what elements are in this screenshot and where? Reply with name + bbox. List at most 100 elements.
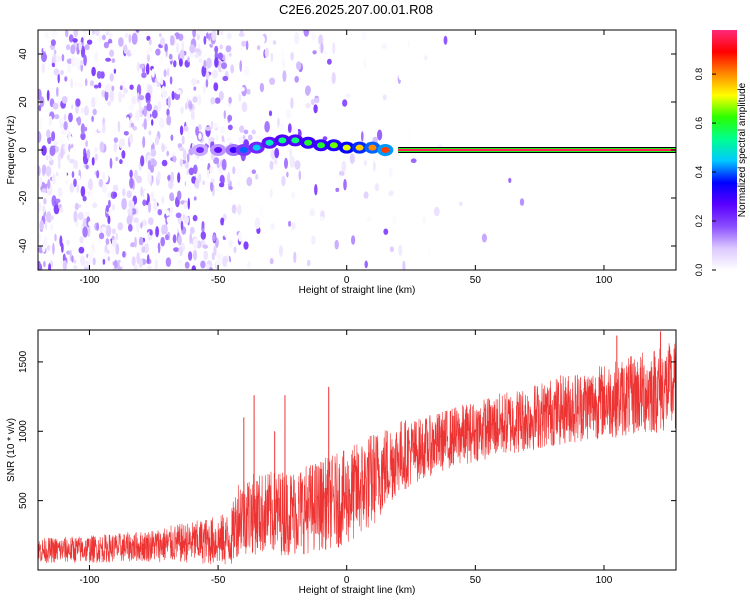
spectrogram-cell [49,145,56,157]
spectrogram-cell [147,265,152,270]
spectrogram-cell [200,231,206,240]
spectrogram-cell [91,115,94,123]
spectrogram-cell [129,169,133,178]
spectrogram-cell [239,125,245,133]
spectrogram-cell [53,49,57,55]
spectrogram-cell [120,138,125,147]
spectrogram-cell [200,260,206,269]
spectrogram-cell [104,84,111,93]
snr-line [38,343,676,565]
spectrogram-cell [209,81,213,90]
spectrogram-cell [240,30,244,36]
spectrogram-cell [51,131,56,142]
spectrogram-cell [139,205,144,210]
spectrogram-cell [287,123,292,134]
spectrogram-cell [105,57,111,62]
spectrogram-cell [279,245,283,257]
spectrogram-cell [239,60,242,72]
spectrogram-cell [372,70,377,77]
spectrogram-cell [166,150,170,157]
spectrogram-x-axis: -100 -50 0 50 100 [79,30,613,286]
spectrogram-cell [122,93,125,98]
spectrogram-cell [146,35,151,41]
spectrogram-cell [170,171,174,184]
spectrogram-cell [179,49,185,61]
spectrogram-cell [55,198,61,203]
spectrogram-cell [342,99,348,107]
spectrogram-cell [202,244,208,249]
spectrogram-cell [42,164,47,175]
spectrogram-cell [129,133,134,144]
spectrogram-cell [220,125,225,134]
spectrogram-cell [225,45,232,53]
spectrogram-cell [42,131,45,141]
spectrogram-cell [216,103,219,108]
spectrogram-cell [388,190,394,197]
spectrogram-cell [382,94,387,101]
spectrogram-cell [254,217,261,230]
spectrogram-cell [223,219,230,229]
spectrogram-cell [135,109,140,121]
spectrogram-cell [83,54,87,67]
spectrogram-cell [481,233,487,243]
spectrogram-cell [228,239,233,248]
spectrogram-cell [338,175,343,185]
spectrogram-cell [78,246,85,254]
spectrogram-cell [82,195,87,202]
spectrogram-cell [49,44,56,51]
energy-blob [381,147,390,153]
spectrogram-cell [138,98,142,110]
spectrogram-cell [227,114,233,122]
spectrogram-cell [52,102,59,110]
spectrogram-cell [98,82,102,89]
spectrogram-cell [96,70,102,79]
spectrogram-cell [85,164,89,170]
spectrogram-cell [136,175,142,184]
spectrogram-cell [45,46,51,56]
spectrogram-cell [269,160,274,170]
spectrogram-cell [179,158,184,167]
spectrogram-cell [284,157,288,169]
spectrogram-cell [38,177,42,188]
spectrogram-cell [220,217,225,226]
spectrogram-cell [115,156,119,162]
spectrogram-cell [93,129,98,137]
spectrogram-cell [87,253,93,265]
spectrogram-cell [155,226,160,238]
spectrogram-cell [66,58,73,64]
spectrogram-cell [224,231,228,238]
spectrogram-cell [228,78,232,90]
spectrogram-cell [171,90,175,101]
spectrogram-cell [146,254,150,264]
spectrogram-cell [80,107,84,114]
spectrogram-cell [433,206,440,217]
spectrogram-cell [54,175,61,182]
spectrogram-cell [101,123,106,134]
spectrogram-cell [245,40,249,51]
spectrogram-cell [112,237,117,247]
spectrogram-cell [138,47,143,53]
spectrogram-cell [255,173,259,180]
figure-title: C2E6.2025.207.00.01.R08 [279,2,433,17]
spectrogram-cell [111,85,115,92]
x-tick-label: 100 [596,275,613,286]
spectrogram-cell [58,95,61,107]
spectrogram-cell [63,113,67,121]
energy-blobs [192,134,394,156]
colorbar-gradient [712,30,737,270]
spectrogram-cell [103,41,109,49]
spectrogram-cell [78,89,83,99]
spectrogram-cell [186,153,190,163]
spectrogram-cell [166,108,170,117]
spectrogram-cell [289,148,292,159]
spectrogram-cell [178,262,182,270]
spectrogram-cell [203,35,207,45]
spectrogram-cell [148,39,152,46]
spectrogram-cell [115,243,120,255]
spectrogram-cell [216,252,221,259]
spectrogram-cell [105,238,110,245]
spectrogram-cell [269,257,274,265]
spectrogram-cell [142,136,146,149]
spectrogram-cell [313,97,320,104]
spectrogram-cell [196,94,202,106]
